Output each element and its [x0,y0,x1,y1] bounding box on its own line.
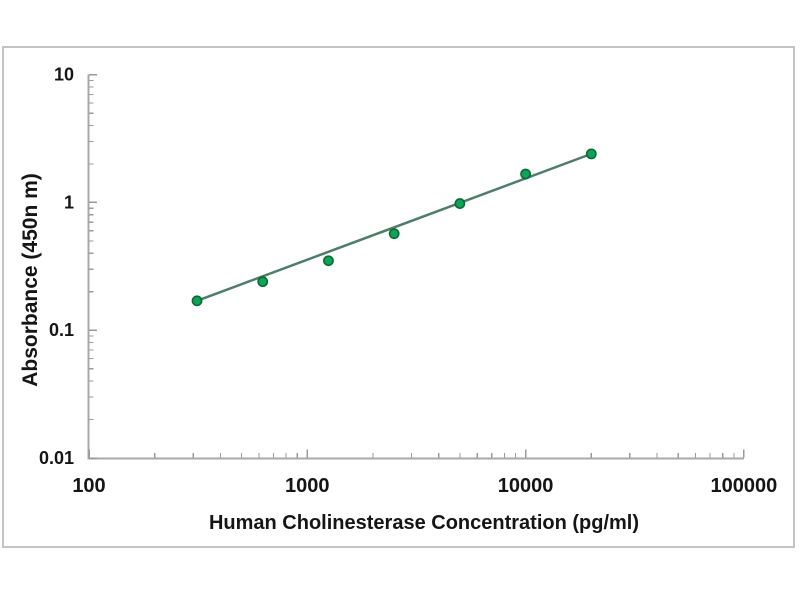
photo-frame-border [2,46,795,548]
data-point-marker [191,295,203,307]
y-tick-label: 1 [64,192,74,212]
x-tick-label: 1000 [285,475,330,497]
y-tick-label: 0.01 [39,448,74,468]
y-tick-label: 10 [54,65,74,85]
x-tick-label: 10000 [498,475,554,497]
data-point-marker [585,148,597,160]
plot-layer: 100 1000 10000 100000 10 1 0.1 0.01 [39,65,777,497]
data-point-marker [323,255,334,267]
x-tick-label: 100 [72,475,105,497]
data-point-marker [454,198,466,209]
y-tick-label: 0.1 [49,320,74,340]
y-axis-title: Absorbance (450n m) [19,173,42,387]
data-point-marker [520,168,531,180]
x-tick-label: 100000 [711,475,778,497]
data-point-marker [388,228,400,240]
data-point-marker [257,276,269,288]
x-axis-title: Human Cholinesterase Concentration (pg/m… [209,512,639,534]
